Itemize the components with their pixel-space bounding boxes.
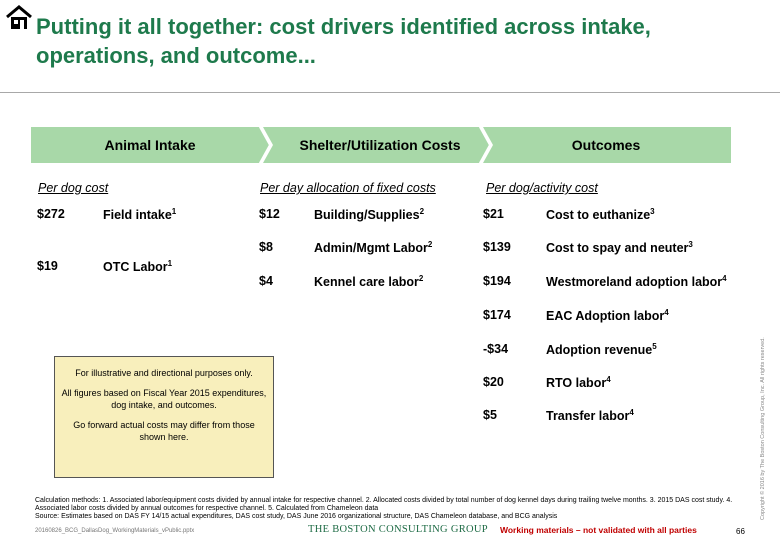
cost-amount: $8 — [259, 240, 273, 254]
subheader-outcomes: Per dog/activity cost — [486, 181, 598, 195]
subheader-intake: Per dog cost — [38, 181, 109, 195]
title-divider — [0, 92, 780, 93]
house-icon — [5, 4, 33, 32]
cost-label: Adoption revenue5 — [546, 342, 657, 358]
cost-label: RTO labor4 — [546, 375, 611, 391]
cost-label: EAC Adoption labor4 — [546, 308, 669, 324]
cost-amount: $19 — [37, 259, 58, 273]
cost-label: Westmoreland adoption labor4 — [546, 274, 727, 290]
chevron-outcomes — [483, 127, 731, 163]
working-materials-warning: Working materials – not validated with a… — [500, 525, 697, 535]
page-title: Putting it all together: cost drivers id… — [36, 14, 651, 68]
cost-label: Cost to euthanize3 — [546, 207, 655, 223]
brand-logo: THE BOSTON CONSULTING GROUP — [308, 524, 488, 535]
note-line: For illustrative and directional purpose… — [75, 368, 253, 378]
chevron-intake — [31, 127, 269, 163]
cost-label: Field intake1 — [103, 207, 177, 223]
cost-label: Cost to spay and neuter3 — [546, 240, 693, 256]
cost-label: Building/Supplies2 — [314, 207, 425, 223]
page-number: 66 — [736, 527, 745, 536]
cost-amount: $272 — [37, 207, 65, 221]
cost-amount: $5 — [483, 408, 497, 422]
calculation-methods: Calculation methods: 1. Associated labor… — [35, 497, 733, 513]
cost-amount: $21 — [483, 207, 504, 221]
cost-amount: $20 — [483, 375, 504, 389]
note-line: Go forward actual costs may differ from … — [73, 420, 255, 442]
header-animal-intake: Animal Intake — [104, 137, 196, 153]
cost-amount: $194 — [483, 274, 511, 288]
header-shelter-costs: Shelter/Utilization Costs — [299, 137, 461, 153]
header-outcomes: Outcomes — [571, 137, 641, 153]
copyright: Copyright © 2016 by The Boston Consultin… — [760, 337, 766, 520]
cost-amount: $139 — [483, 240, 511, 254]
subheader-shelter: Per day allocation of fixed costs — [260, 181, 436, 195]
cost-amount: $4 — [259, 274, 273, 288]
cost-label: Kennel care labor2 — [314, 274, 424, 290]
footnotes: Calculation methods: 1. Associated labor… — [35, 497, 755, 522]
cost-label: Transfer labor4 — [546, 408, 634, 424]
cost-amount: -$34 — [483, 342, 509, 356]
cost-amount: $12 — [259, 207, 280, 221]
cost-amount: $174 — [483, 308, 511, 322]
file-name: 20160826_BCG_DallasDog_WorkingMaterials_… — [35, 528, 195, 534]
disclaimer-note: For illustrative and directional purpose… — [54, 356, 274, 478]
cost-label: OTC Labor1 — [103, 259, 173, 275]
chevron-shelter — [263, 127, 489, 163]
source-note: Source: Estimates based on DAS FY 14/15 … — [35, 513, 558, 521]
note-line: All figures based on Fiscal Year 2015 ex… — [61, 388, 267, 410]
process-chevrons — [31, 127, 731, 163]
cost-label: Admin/Mgmt Labor2 — [314, 240, 433, 256]
